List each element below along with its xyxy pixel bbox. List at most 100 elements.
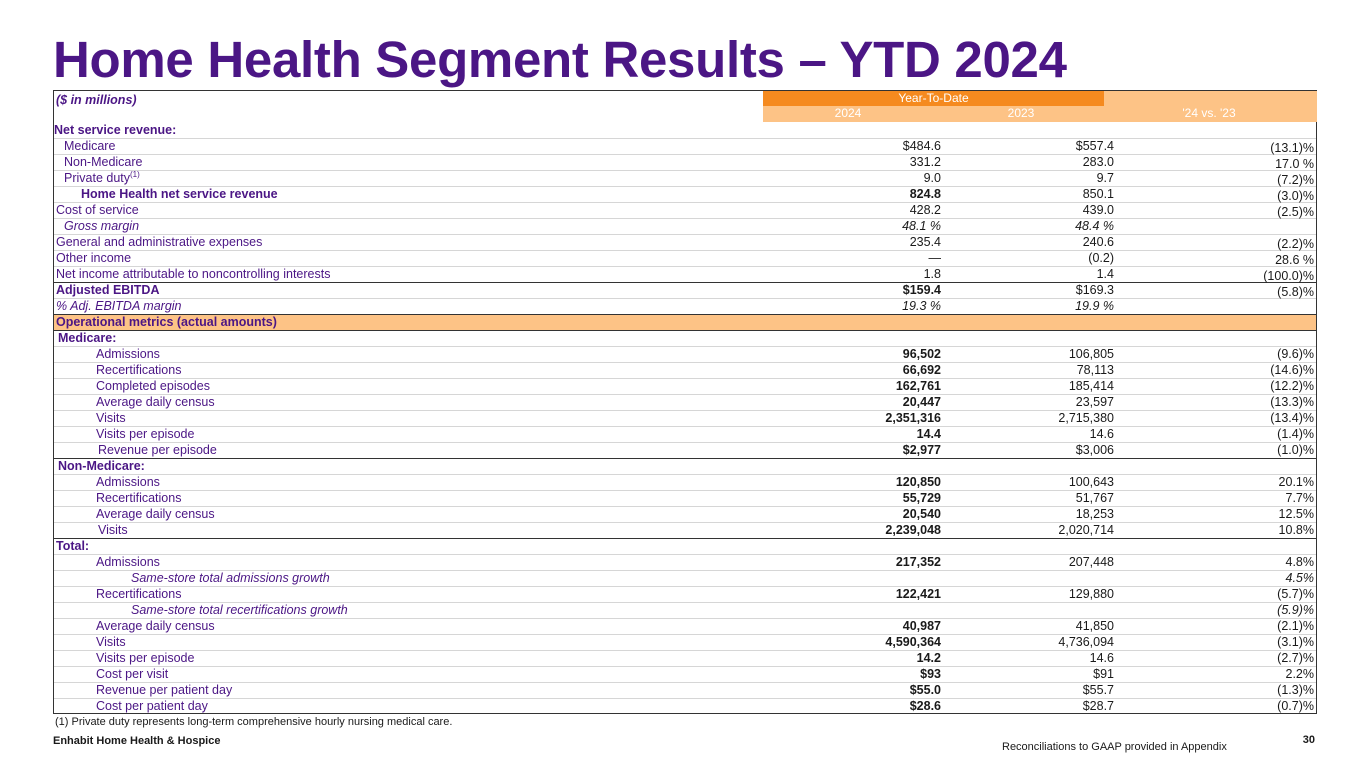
row-label-text: Visits xyxy=(96,635,126,649)
row-label: Operational metrics (actual amounts) xyxy=(56,315,277,330)
row-label: Visits xyxy=(96,635,126,650)
value-2023: $91 xyxy=(1093,667,1114,681)
table-row: Revenue per episode $2,977 $3,006 (1.0)% xyxy=(54,443,1316,459)
row-label: General and administrative expenses xyxy=(56,235,262,250)
row-label: Cost per patient day xyxy=(96,699,208,714)
value-2024: $55.0 xyxy=(909,683,941,697)
table-row: Admissions 217,352 207,448 4.8% xyxy=(54,555,1316,571)
value-change: (1.3)% xyxy=(1277,683,1314,697)
row-label-text: Average daily census xyxy=(96,619,215,633)
value-2023: 850.1 xyxy=(1082,187,1114,201)
table-row: Medicare $484.6 $557.4 (13.1)% xyxy=(54,139,1316,155)
row-label-text: Average daily census xyxy=(96,395,215,409)
value-2024: 14.4 xyxy=(916,427,941,441)
row-label: Same-store total recertifications growth xyxy=(131,603,348,618)
value-2023: 1.4 xyxy=(1096,267,1114,281)
value-change: (1.4)% xyxy=(1277,427,1314,441)
table-row: General and administrative expenses 235.4… xyxy=(54,235,1316,251)
row-label-text: Same-store total recertifications growth xyxy=(131,603,348,617)
value-2024: $28.6 xyxy=(909,699,941,713)
row-label: Completed episodes xyxy=(96,379,210,394)
row-label: Gross margin xyxy=(64,219,139,234)
row-label-text: Admissions xyxy=(96,555,160,569)
value-change: (2.5)% xyxy=(1277,205,1314,219)
row-label-text: General and administrative expenses xyxy=(56,235,263,249)
value-change: 2.2% xyxy=(1285,667,1315,681)
table-row: Admissions 96,502 106,805 (9.6)% xyxy=(54,347,1316,363)
column-header-2023: 2023 xyxy=(1007,106,1035,120)
value-2024: $2,977 xyxy=(902,443,941,457)
value-2023: 106,805 xyxy=(1068,347,1114,361)
row-label-text: Other income xyxy=(56,251,132,265)
row-label-text: Revenue per patient day xyxy=(96,683,233,697)
value-change: (5.9)% xyxy=(1277,603,1314,617)
table-row: Total: xyxy=(54,539,1316,555)
value-2023: 129,880 xyxy=(1068,587,1114,601)
row-label: Home Health net service revenue xyxy=(81,187,278,202)
row-label-text: Recertifications xyxy=(96,491,182,505)
value-change: (13.4)% xyxy=(1270,411,1314,425)
value-2023: 283.0 xyxy=(1082,155,1114,169)
table-row: Adjusted EBITDA $159.4 $169.3 (5.8)% xyxy=(54,283,1316,299)
row-label-text: Cost of service xyxy=(56,203,139,217)
value-2023: 2,715,380 xyxy=(1058,411,1114,425)
value-change: 4.8% xyxy=(1285,555,1315,569)
row-label-text: Net service revenue: xyxy=(54,123,177,137)
row-label: % Adj. EBITDA margin xyxy=(56,299,182,314)
row-label: Admissions xyxy=(96,347,160,362)
table-row: Net income attributable to noncontrollin… xyxy=(54,267,1316,283)
value-change: 20.1% xyxy=(1278,475,1314,489)
value-change: (1.0)% xyxy=(1277,443,1314,457)
footnote: (1) Private duty represents long-term co… xyxy=(55,716,453,728)
row-label: Adjusted EBITDA xyxy=(56,283,159,298)
value-change: (2.7)% xyxy=(1277,651,1314,665)
row-label-text: % Adj. EBITDA margin xyxy=(56,299,182,313)
value-2024: 2,239,048 xyxy=(885,523,941,537)
row-label: Same-store total admissions growth xyxy=(131,571,330,586)
value-2024: 96,502 xyxy=(902,347,941,361)
row-label: Visits xyxy=(96,411,126,426)
table-row: Cost per visit $93 $91 2.2% xyxy=(54,667,1316,683)
table-row: Admissions 120,850 100,643 20.1% xyxy=(54,475,1316,491)
table-row: Recertifications 66,692 78,113 (14.6)% xyxy=(54,363,1316,379)
row-label: Non-Medicare: xyxy=(58,459,145,474)
value-2023: 41,850 xyxy=(1075,619,1114,633)
reconciliation-note: Reconciliations to GAAP provided in Appe… xyxy=(1002,741,1227,753)
value-2023: 207,448 xyxy=(1068,555,1114,569)
footnote-marker: (1) xyxy=(130,170,140,179)
value-change: (7.2)% xyxy=(1277,173,1314,187)
table-row: Recertifications 122,421 129,880 (5.7)% xyxy=(54,587,1316,603)
table-row: Visits 2,239,048 2,020,714 10.8% xyxy=(54,523,1316,539)
row-label: Non-Medicare xyxy=(64,155,143,170)
row-label: Revenue per patient day xyxy=(96,683,232,698)
row-label-text: Admissions xyxy=(96,475,160,489)
table-row: Revenue per patient day $55.0 $55.7 (1.3)% xyxy=(54,683,1316,699)
table-row: Average daily census 20,540 18,253 12.5% xyxy=(54,507,1316,523)
value-change: (5.8)% xyxy=(1277,285,1314,299)
column-header-2024: 2024 xyxy=(834,106,862,120)
value-2024: 20,540 xyxy=(902,507,941,521)
row-label-text: Non-Medicare xyxy=(64,155,143,169)
value-2024: 40,987 xyxy=(902,619,941,633)
brand-footer: Enhabit Home Health & Hospice xyxy=(53,735,221,747)
value-2024: 66,692 xyxy=(902,363,941,377)
value-2023: $169.3 xyxy=(1075,283,1114,297)
value-change: 10.8% xyxy=(1278,523,1314,537)
row-label: Average daily census xyxy=(96,507,215,522)
value-2023: 14.6 xyxy=(1089,651,1114,665)
value-2023: 14.6 xyxy=(1089,427,1114,441)
row-label-text: Visits xyxy=(98,523,128,537)
value-2024: 14.2 xyxy=(916,651,941,665)
row-label-text: Average daily census xyxy=(96,507,215,521)
table-row: Private duty(1) 9.0 9.7 (7.2)% xyxy=(54,171,1316,187)
value-2023: 100,643 xyxy=(1068,475,1114,489)
row-label: Average daily census xyxy=(96,395,215,410)
row-label: Net service revenue: xyxy=(54,123,176,138)
row-label-text: Medicare xyxy=(64,139,116,153)
ytd-header: Year-To-Date xyxy=(763,91,1104,106)
table-row: Medicare: xyxy=(54,331,1316,347)
table-row: Same-store total recertifications growth… xyxy=(54,603,1316,619)
value-change: (0.7)% xyxy=(1277,699,1314,713)
row-label-text: Admissions xyxy=(96,347,160,361)
value-2024: 122,421 xyxy=(895,587,941,601)
